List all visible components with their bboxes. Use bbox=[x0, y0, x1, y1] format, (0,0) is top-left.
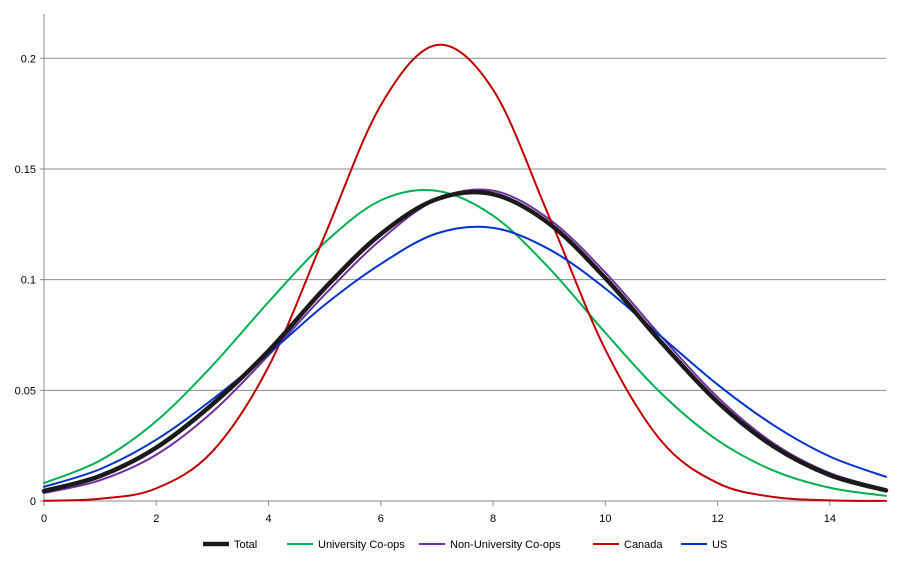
x-tick-label: 10 bbox=[599, 513, 611, 525]
legend-label: US bbox=[712, 539, 727, 551]
legend: Total University Co-ops Non-University Co-… bbox=[203, 539, 727, 551]
axes bbox=[43, 14, 886, 502]
series-line-university-co-ops bbox=[43, 189, 887, 497]
x-tick-label: 2 bbox=[153, 513, 159, 525]
y-axis-ticks: 0 0.05 0.1 0.15 0.2 bbox=[15, 53, 44, 508]
x-tick-label: 12 bbox=[711, 513, 723, 525]
y-tick-label: 0.05 bbox=[15, 385, 36, 397]
x-tick-label: 8 bbox=[490, 513, 496, 525]
x-tick-label: 6 bbox=[378, 513, 384, 525]
series-line-canada bbox=[43, 43, 887, 502]
gridlines bbox=[44, 57, 886, 391]
series-lines bbox=[41, 43, 889, 502]
legend-label: Total bbox=[234, 539, 257, 551]
y-tick-label: 0.15 bbox=[15, 164, 36, 176]
legend-label: University Co-ops bbox=[318, 539, 405, 551]
y-tick-label: 0.1 bbox=[21, 275, 36, 287]
legend-label: Non-University Co-ops bbox=[450, 539, 561, 551]
x-tick-label: 0 bbox=[41, 513, 47, 525]
legend-item: University Co-ops bbox=[287, 539, 405, 551]
series-line-us bbox=[43, 225, 887, 488]
series-line-non-university-co-ops bbox=[43, 188, 887, 495]
legend-label: Canada bbox=[624, 539, 663, 551]
series-line-total bbox=[41, 189, 889, 494]
x-tick-label: 14 bbox=[824, 513, 836, 525]
y-tick-label: 0 bbox=[30, 496, 36, 508]
x-tick-label: 4 bbox=[265, 513, 271, 525]
legend-item: Non-University Co-ops bbox=[419, 539, 561, 551]
legend-item: Total bbox=[203, 539, 257, 551]
y-tick-label: 0.2 bbox=[21, 53, 36, 65]
legend-item: Canada bbox=[593, 539, 663, 551]
x-axis-ticks: 0 2 4 6 8 10 12 14 bbox=[41, 501, 836, 525]
legend-item: US bbox=[681, 539, 727, 551]
